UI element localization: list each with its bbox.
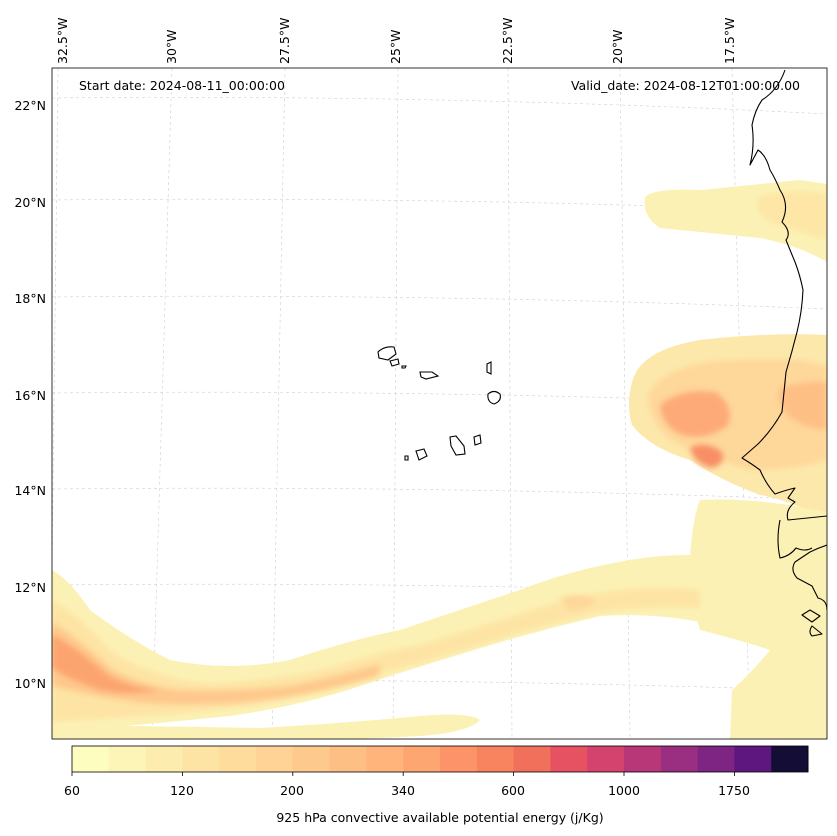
cape-area-east-inland: [779, 381, 827, 430]
lon-label-32-5w: 32.5°W: [55, 18, 70, 64]
colorbar-frame: [71, 745, 809, 773]
colorbar-swatch: [734, 746, 772, 772]
colorbar-tick-1000: 1000: [608, 783, 640, 798]
lat-label-22n: 22°N: [14, 98, 46, 113]
colorbar-tick-600: 600: [501, 783, 525, 798]
colorbar-swatch: [182, 746, 220, 772]
cape-area-band-mid: [52, 588, 700, 722]
colorbar-swatch: [108, 746, 147, 772]
colorbar-swatch: [660, 746, 699, 772]
cape-area-band-core: [52, 634, 160, 693]
island-sao-nicolau: [419, 371, 440, 380]
gridline-lat-12: [52, 583, 827, 597]
colorbar: 60 120 200 340 600 1000 1750 925 hPa con…: [64, 745, 809, 825]
island-santa-luzia: [401, 365, 407, 369]
lat-label-10n: 10°N: [14, 676, 46, 691]
colorbar-swatch: [550, 746, 588, 772]
lat-label-18n: 18°N: [14, 291, 46, 306]
colorbar-label: 925 hPa convective available potential e…: [276, 810, 603, 825]
senegal-coast-detail: [777, 519, 813, 559]
colorbar-swatch: [256, 746, 294, 772]
cape-area-bottom: [52, 714, 480, 739]
gridline-lon-20: [619, 68, 631, 739]
gridline-lon-30: [151, 68, 173, 739]
cape-area-east-core: [660, 391, 730, 437]
gridline-lat-20: [52, 198, 827, 213]
gridline-lat-22: [52, 97, 827, 115]
lat-label-20n: 20°N: [14, 195, 46, 210]
lon-label-20w: 20°W: [610, 29, 625, 64]
cape-area-band-spot: [560, 595, 596, 610]
colorbar-swatch: [587, 746, 625, 772]
island-boa-vista: [487, 390, 501, 405]
gridline-lat-18: [52, 295, 827, 310]
lat-label-16n: 16°N: [14, 388, 46, 403]
cape-field: [52, 180, 827, 739]
colorbar-swatch: [513, 746, 551, 772]
gridline-lat-16: [52, 391, 827, 406]
cape-area-east-mid: [648, 359, 827, 470]
gridline-lat-14: [52, 487, 827, 501]
gridline-lon-27-5: [271, 68, 286, 739]
lat-label-14n: 14°N: [14, 483, 46, 498]
colorbar-swatch: [219, 746, 257, 772]
lat-label-12n: 12°N: [14, 580, 46, 595]
map-panel: Start date: 2024-08-11_00:00:00 Valid_da…: [14, 18, 828, 740]
lon-label-22-5w: 22.5°W: [500, 18, 515, 64]
colorbar-ticks: 60 120 200 340 600 1000 1750: [64, 772, 750, 798]
colorbar-swatch: [440, 746, 478, 772]
map-content: [52, 68, 827, 739]
colorbar-tick-200: 200: [280, 783, 304, 798]
africa-coastline: [741, 69, 827, 637]
colorbar-tick-60: 60: [64, 783, 80, 798]
cape-verde-islands: [377, 346, 501, 461]
colorbar-swatch: [292, 746, 331, 772]
colorbar-swatch: [145, 746, 183, 772]
colorbar-tick-1750: 1750: [718, 783, 750, 798]
colorbar-swatch: [72, 746, 110, 772]
longitude-labels: 32.5°W 30°W 27.5°W 25°W 22.5°W 20°W 17.5…: [55, 18, 737, 64]
lon-label-25w: 25°W: [388, 29, 403, 64]
lon-label-17-5w: 17.5°W: [722, 18, 737, 64]
latitude-labels: 22°N 20°N 18°N 16°N 14°N 12°N 10°N: [14, 98, 46, 691]
cape-area-east-peak: [690, 444, 723, 468]
colorbar-swatch: [366, 746, 404, 772]
island-sao-vicente: [389, 358, 400, 367]
island-brava: [404, 455, 409, 461]
colorbar-swatch: [697, 746, 735, 772]
cape-area-north-band-core: [757, 191, 827, 240]
island-fogo: [415, 448, 428, 461]
island-santo-antao: [377, 346, 397, 361]
colorbar-swatch: [771, 746, 809, 772]
colorbar-tick-340: 340: [391, 783, 415, 798]
island-santiago: [449, 435, 466, 456]
lon-label-30w: 30°W: [164, 29, 179, 64]
map-frame: [51, 67, 828, 740]
island-sal: [486, 361, 492, 375]
lon-label-27-5w: 27.5°W: [277, 18, 292, 64]
colorbar-swatch: [329, 746, 367, 772]
gridline-lon-25: [392, 68, 399, 739]
start-date-label: Start date: 2024-08-11_00:00:00: [79, 78, 285, 93]
colorbar-swatch: [624, 746, 662, 772]
colorbar-tick-120: 120: [170, 783, 194, 798]
colorbar-swatches: [72, 746, 809, 772]
valid-date-label: Valid_date: 2024-08-12T01:00:00.00: [571, 78, 800, 93]
island-maio: [473, 434, 482, 446]
cape-area-band-inner: [52, 622, 380, 705]
colorbar-swatch: [476, 746, 515, 772]
colorbar-swatch: [403, 746, 441, 772]
